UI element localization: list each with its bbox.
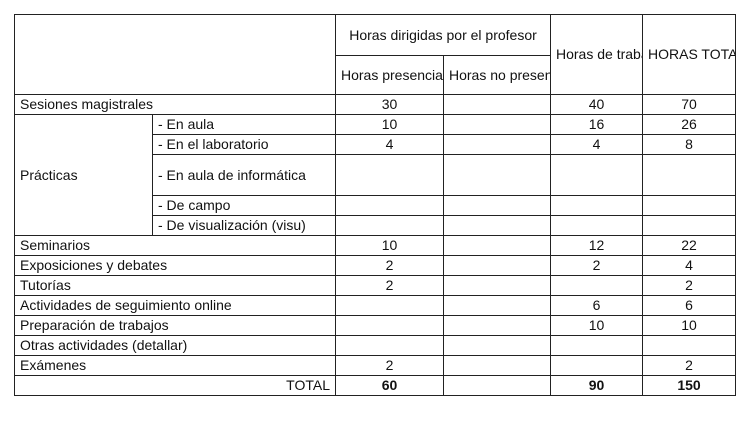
cell-total: 2: [642, 275, 736, 296]
cell-autonomo: [550, 215, 643, 236]
cell-total: [642, 195, 736, 216]
table-row: Prácticas - En aula 10 16 26: [14, 114, 736, 236]
header-dirigidas: Horas dirigidas por el profesor: [335, 14, 551, 56]
table-row: Preparación de trabajos 10 10: [14, 315, 736, 336]
cell-autonomo: 4: [550, 134, 643, 155]
cell-presenciales: [335, 315, 444, 336]
cell-total: 22: [642, 235, 736, 256]
cell-autonomo: 16: [550, 114, 643, 135]
cell-no-presenciales: [443, 134, 551, 155]
row-label: Actividades de seguimiento online: [14, 295, 336, 316]
table-row: Sesiones magistrales 30 40 70: [14, 94, 736, 115]
cell-no-presenciales: [443, 215, 551, 236]
cell-autonomo: 40: [550, 94, 643, 115]
cell-presenciales: 10: [335, 235, 444, 256]
header-autonomo: Horas de trabajo autónomo: [550, 14, 643, 95]
cell-autonomo: 2: [550, 255, 643, 276]
cell-autonomo: [550, 355, 643, 376]
cell-presenciales: [335, 335, 444, 356]
cell-presenciales: 2: [335, 255, 444, 276]
table-row: Exámenes 2 2: [14, 355, 736, 376]
cell-autonomo: 6: [550, 295, 643, 316]
cell-total: [642, 335, 736, 356]
cell-autonomo: 12: [550, 235, 643, 256]
cell-presenciales: 2: [335, 355, 444, 376]
header-row-1: Horas dirigidas por el profesor Horas de…: [14, 14, 736, 95]
table-row: - De campo: [15, 195, 736, 216]
sub-label: - En aula: [152, 114, 336, 135]
cell-autonomo: [550, 154, 643, 196]
cell-no-presenciales: [443, 295, 551, 316]
cell-total: [642, 215, 736, 236]
cell-presenciales: 30: [335, 94, 444, 115]
sub-label: - En aula de informática: [152, 154, 336, 196]
cell-total: 8: [642, 134, 736, 155]
total-autonomo: 90: [550, 375, 643, 396]
row-label: Seminarios: [14, 235, 336, 256]
total-row: TOTAL 60 90 150: [14, 375, 736, 396]
cell-no-presenciales: [443, 275, 551, 296]
cell-no-presenciales: [443, 255, 551, 276]
cell-presenciales: [335, 215, 444, 236]
table-row: Tutorías 2 2: [14, 275, 736, 296]
table-row: - En el laboratorio 4 4 8: [15, 134, 736, 155]
cell-total: 2: [642, 355, 736, 376]
cell-no-presenciales: [443, 355, 551, 376]
row-label: Otras actividades (detallar): [14, 335, 336, 356]
cell-no-presenciales: [443, 315, 551, 336]
cell-autonomo: [550, 195, 643, 216]
cell-presenciales: 2: [335, 275, 444, 296]
cell-total: 26: [642, 114, 736, 135]
cell-no-presenciales: [443, 195, 551, 216]
cell-presenciales: [335, 195, 444, 216]
row-label: Sesiones magistrales: [14, 94, 336, 115]
cell-autonomo: 10: [550, 315, 643, 336]
total-presenciales: 60: [335, 375, 444, 396]
sub-label: - De campo: [152, 195, 336, 216]
header-totales: HORAS TOTALES: [642, 14, 736, 95]
cell-autonomo: [550, 335, 643, 356]
header-row-2: Horas presenciales. Horas no presenciale…: [15, 55, 736, 95]
cell-presenciales: [335, 154, 444, 196]
header-corner-cell: [14, 14, 336, 95]
table-row: Seminarios 10 12 22: [14, 235, 736, 256]
sub-label: - En el laboratorio: [152, 134, 336, 155]
header-presenciales: Horas presenciales.: [335, 55, 444, 95]
total-total: 150: [642, 375, 736, 396]
cell-total: 6: [642, 295, 736, 316]
cell-no-presenciales: [443, 114, 551, 135]
cell-total: 4: [642, 255, 736, 276]
cell-no-presenciales: [443, 235, 551, 256]
cell-no-presenciales: [443, 335, 551, 356]
cell-no-presenciales: [443, 154, 551, 196]
row-label: Tutorías: [14, 275, 336, 296]
row-label: Exposiciones y debates: [14, 255, 336, 276]
cell-no-presenciales: [443, 94, 551, 115]
cell-presenciales: 10: [335, 114, 444, 135]
cell-autonomo: [550, 275, 643, 296]
table-row: Actividades de seguimiento online 6 6: [14, 295, 736, 316]
practicas-label: Prácticas: [14, 114, 153, 236]
cell-presenciales: [335, 295, 444, 316]
sub-label: - De visualización (visu): [152, 215, 336, 236]
total-no-presenciales: [443, 375, 551, 396]
cell-presenciales: 4: [335, 134, 444, 155]
table-row: Exposiciones y debates 2 2 4: [14, 255, 736, 276]
header-no-presenciales: Horas no presenciales.: [443, 55, 551, 95]
cell-total: [642, 154, 736, 196]
table-row: Otras actividades (detallar): [14, 335, 736, 356]
row-label: Preparación de trabajos: [14, 315, 336, 336]
hours-table: Horas dirigidas por el profesor Horas de…: [14, 14, 736, 396]
cell-total: 70: [642, 94, 736, 115]
row-label: Exámenes: [14, 355, 336, 376]
total-label: TOTAL: [14, 375, 336, 396]
cell-total: 10: [642, 315, 736, 336]
